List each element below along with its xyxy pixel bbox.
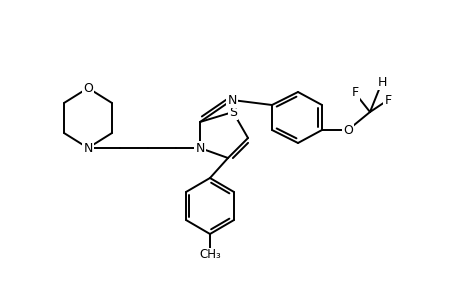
Text: F: F bbox=[351, 86, 358, 100]
Text: N: N bbox=[83, 142, 92, 154]
Text: O: O bbox=[342, 124, 352, 136]
Text: H: H bbox=[376, 76, 386, 88]
Text: N: N bbox=[195, 142, 204, 154]
Text: F: F bbox=[384, 94, 391, 106]
Text: S: S bbox=[229, 106, 236, 118]
Text: N: N bbox=[227, 94, 236, 106]
Text: O: O bbox=[83, 82, 93, 94]
Text: CH₃: CH₃ bbox=[199, 248, 220, 262]
